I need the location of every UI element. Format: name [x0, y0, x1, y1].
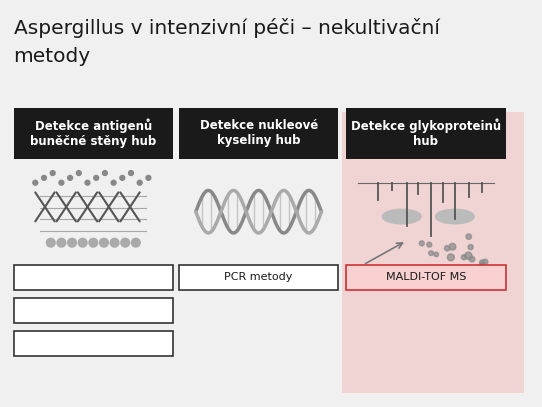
Circle shape — [449, 243, 456, 250]
Circle shape — [480, 260, 485, 265]
Bar — [179, 265, 338, 290]
Ellipse shape — [383, 209, 421, 224]
Text: Aspergillus v intenzivní péči – nekultivační: Aspergillus v intenzivní péči – nekultiv… — [14, 18, 440, 38]
Circle shape — [94, 175, 99, 180]
Bar — [14, 108, 173, 159]
Circle shape — [429, 251, 434, 256]
Circle shape — [100, 239, 108, 247]
Circle shape — [444, 245, 450, 251]
Text: Detekce nukleové
kyseliny hub: Detekce nukleové kyseliny hub — [199, 119, 318, 147]
Circle shape — [111, 180, 116, 185]
Circle shape — [468, 245, 473, 249]
Circle shape — [89, 239, 98, 247]
Circle shape — [469, 256, 475, 262]
Circle shape — [68, 239, 76, 247]
Text: Detekce antigenů
buněčné stěny hub: Detekce antigenů buněčné stěny hub — [30, 118, 157, 148]
Circle shape — [482, 259, 488, 265]
Circle shape — [442, 265, 446, 270]
Bar — [342, 112, 524, 394]
Circle shape — [68, 175, 73, 180]
Circle shape — [427, 242, 432, 247]
Circle shape — [110, 239, 119, 247]
Circle shape — [50, 171, 55, 175]
Circle shape — [146, 175, 151, 180]
Bar — [346, 108, 506, 159]
Circle shape — [481, 266, 487, 272]
Text: Galaktomanan ELISA: Galaktomanan ELISA — [35, 272, 152, 282]
Text: Detekce glykoproteinů
hub: Detekce glykoproteinů hub — [351, 118, 501, 148]
Bar — [14, 265, 173, 290]
Bar — [14, 330, 173, 356]
Text: Lateral Flow Device: Lateral Flow Device — [38, 338, 148, 348]
Text: MALDI-TOF MS: MALDI-TOF MS — [386, 272, 466, 282]
Bar — [179, 108, 338, 159]
Circle shape — [42, 175, 47, 180]
Circle shape — [480, 263, 485, 268]
Text: PCR metody: PCR metody — [224, 272, 293, 282]
Circle shape — [466, 234, 472, 239]
Circle shape — [120, 175, 125, 180]
Circle shape — [450, 265, 455, 269]
Circle shape — [47, 239, 55, 247]
Circle shape — [447, 254, 454, 261]
Circle shape — [102, 171, 107, 175]
Circle shape — [461, 255, 467, 260]
Circle shape — [59, 180, 64, 185]
Circle shape — [76, 171, 81, 175]
Circle shape — [33, 180, 38, 185]
Circle shape — [78, 239, 87, 247]
Bar — [14, 298, 173, 323]
Text: metody: metody — [14, 47, 91, 66]
Circle shape — [434, 252, 438, 257]
Bar — [346, 265, 506, 290]
Circle shape — [121, 239, 130, 247]
Circle shape — [132, 239, 140, 247]
Circle shape — [85, 180, 90, 185]
Circle shape — [128, 171, 133, 175]
Circle shape — [137, 180, 142, 185]
Circle shape — [464, 252, 472, 259]
Circle shape — [420, 241, 424, 246]
Text: 1,3-ß-D-glukan: 1,3-ß-D-glukan — [52, 305, 135, 315]
Circle shape — [57, 239, 66, 247]
Ellipse shape — [436, 209, 474, 224]
